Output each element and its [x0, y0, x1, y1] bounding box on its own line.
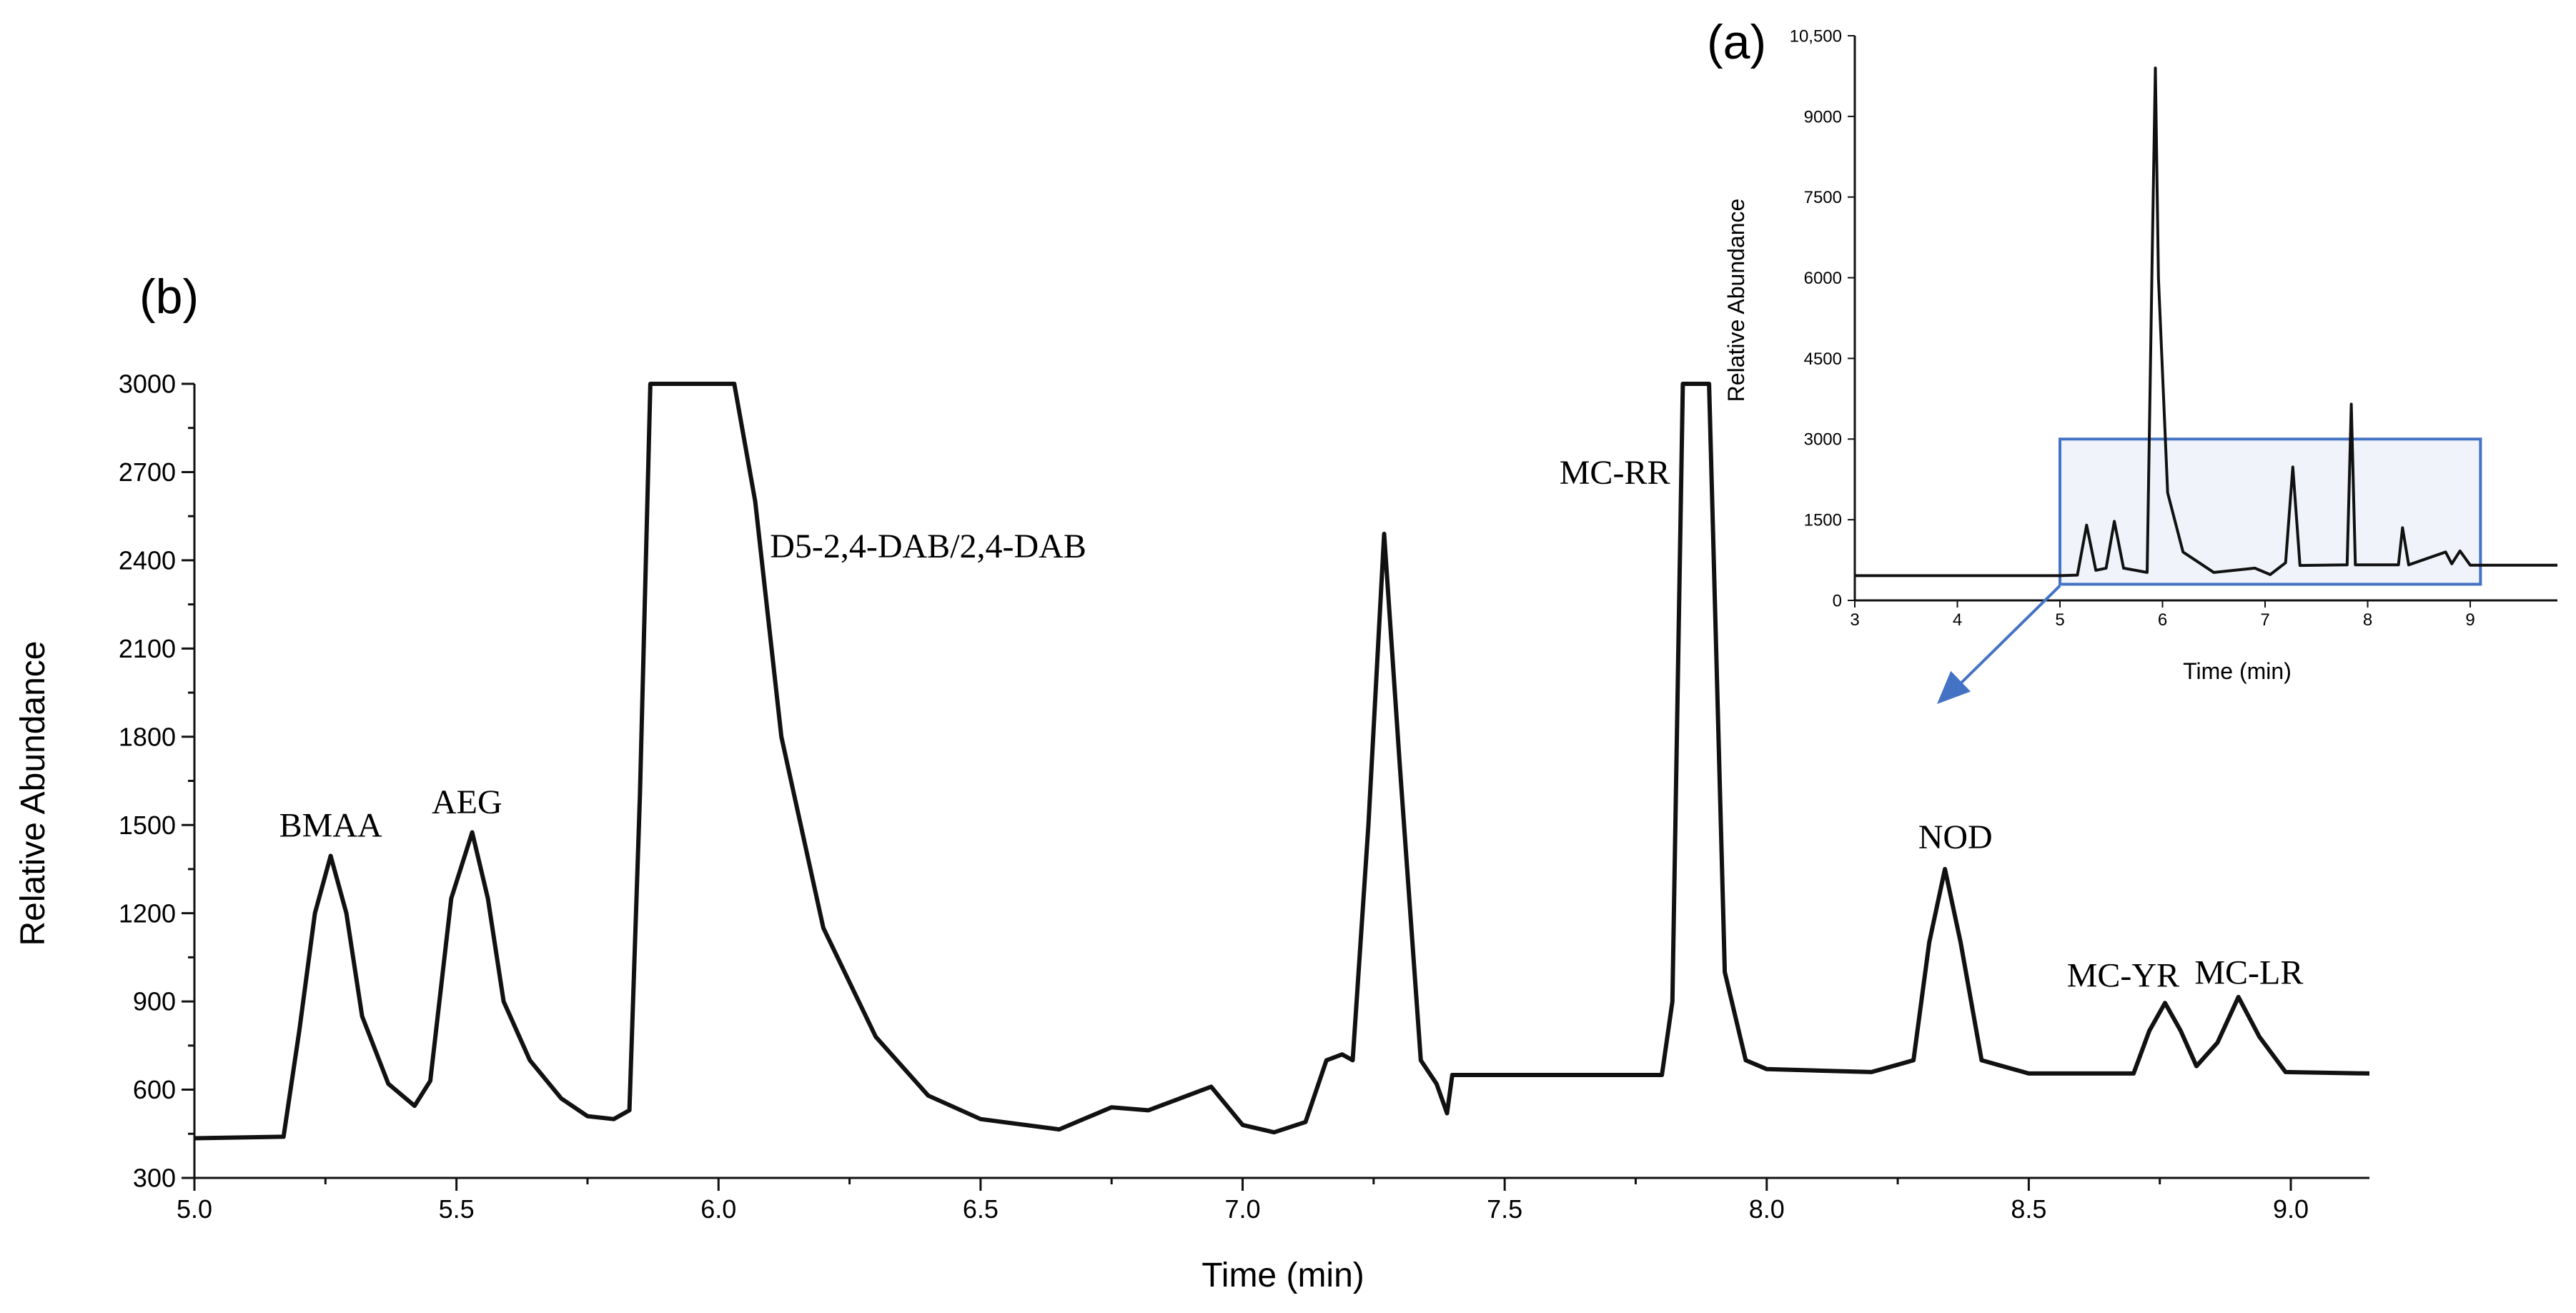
x-tick-label: 9.0 — [2273, 1194, 2309, 1224]
x-tick-label: 5 — [2055, 610, 2064, 630]
x-tick-label: 8 — [2363, 610, 2372, 630]
inset-chart: (a) 0 1500 3000 4500 6000 7500 9000 10,500 3 4 5 6… — [1707, 15, 2557, 704]
x-tick-label: 6.0 — [700, 1194, 736, 1224]
y-tick-label: 3000 — [1804, 430, 1842, 450]
x-tick-label: 5.0 — [177, 1194, 212, 1224]
peak-label: NOD — [1918, 818, 1993, 856]
peak-label: D5-2,4-DAB/2,4-DAB — [770, 527, 1086, 565]
x-tick-label: 5.5 — [439, 1194, 475, 1224]
x-tick-label: 7.5 — [1487, 1194, 1522, 1224]
panel-a-label: (a) — [1707, 15, 1766, 69]
x-tick-label: 6 — [2158, 610, 2167, 630]
y-tick-label: 600 — [133, 1075, 176, 1104]
y-tick-label: 4500 — [1804, 350, 1842, 369]
inset-chart-y-ticks: 0 1500 3000 4500 6000 7500 9000 10,500 — [1790, 26, 1855, 610]
y-tick-label: 300 — [133, 1164, 176, 1193]
y-tick-label: 3000 — [119, 370, 176, 399]
x-tick-label: 9 — [2465, 610, 2475, 630]
x-tick-label: 4 — [1953, 610, 1962, 630]
y-tick-label: 7500 — [1804, 188, 1842, 207]
zoom-arrow — [1950, 585, 2061, 694]
peak-label: MC-RR — [1560, 454, 1670, 492]
main-chart-series-line — [194, 382, 2370, 1141]
main-chart-x-label: Time (min) — [1202, 1257, 1364, 1294]
y-tick-label: 2400 — [119, 545, 176, 575]
main-chart-axes — [193, 384, 2369, 1179]
peak-label: MC-YR — [2067, 957, 2179, 995]
main-chart-y-ticks: 300 600 900 1200 1500 1800 2100 2400 2700 3000 — [119, 370, 194, 1193]
panel-b-label: (b) — [139, 269, 199, 324]
y-tick-label: 6000 — [1804, 269, 1842, 288]
peak-label: MC-LR — [2194, 953, 2303, 991]
peak-label: AEG — [432, 783, 502, 821]
y-tick-label: 2100 — [119, 634, 176, 663]
main-chart: (b) 300600900120015001800210024002700300… — [14, 269, 2370, 1294]
x-tick-label: 8.0 — [1749, 1194, 1785, 1224]
inset-chart-y-label: Relative Abundance — [1723, 199, 1749, 402]
inset-zoom-box — [2059, 437, 2482, 586]
y-tick-label: 10,500 — [1790, 26, 1842, 46]
main-chart-y-label: Relative Abundance — [14, 641, 52, 946]
zoom-arrow-head — [1937, 670, 1971, 704]
x-tick-label: 7.0 — [1224, 1194, 1260, 1224]
inset-chart-x-label: Time (min) — [2183, 658, 2292, 684]
inset-chart-axes — [1853, 36, 2557, 602]
inset-chart-x-ticks: 3 4 5 6 7 8 9 — [1850, 600, 2475, 630]
x-tick-label: 7 — [2260, 610, 2269, 630]
y-tick-label: 2700 — [119, 457, 176, 487]
x-tick-label: 3 — [1850, 610, 1859, 630]
y-tick-label: 1800 — [119, 722, 176, 751]
y-tick-label: 0 — [1833, 591, 1842, 610]
main-chart-peak-labels: BMAA AEG D5-2,4-DAB/2,4-DAB MC-RR NOD MC-YR MC… — [279, 454, 2304, 995]
peak-label: BMAA — [279, 807, 382, 845]
x-tick-label: 8.5 — [2011, 1194, 2046, 1224]
x-tick-label: 6.5 — [963, 1194, 999, 1224]
y-tick-label: 900 — [133, 987, 176, 1016]
y-tick-label: 1200 — [119, 898, 176, 928]
inset-chart-series-line — [1855, 66, 2557, 578]
y-tick-label: 1500 — [119, 811, 176, 840]
y-tick-label: 1500 — [1804, 511, 1842, 530]
y-tick-label: 9000 — [1804, 107, 1842, 127]
main-chart-x-ticks: 5.0 5.5 6.0 6.5 7.0 7.5 8.0 8.5 9.0 — [177, 1178, 2309, 1224]
